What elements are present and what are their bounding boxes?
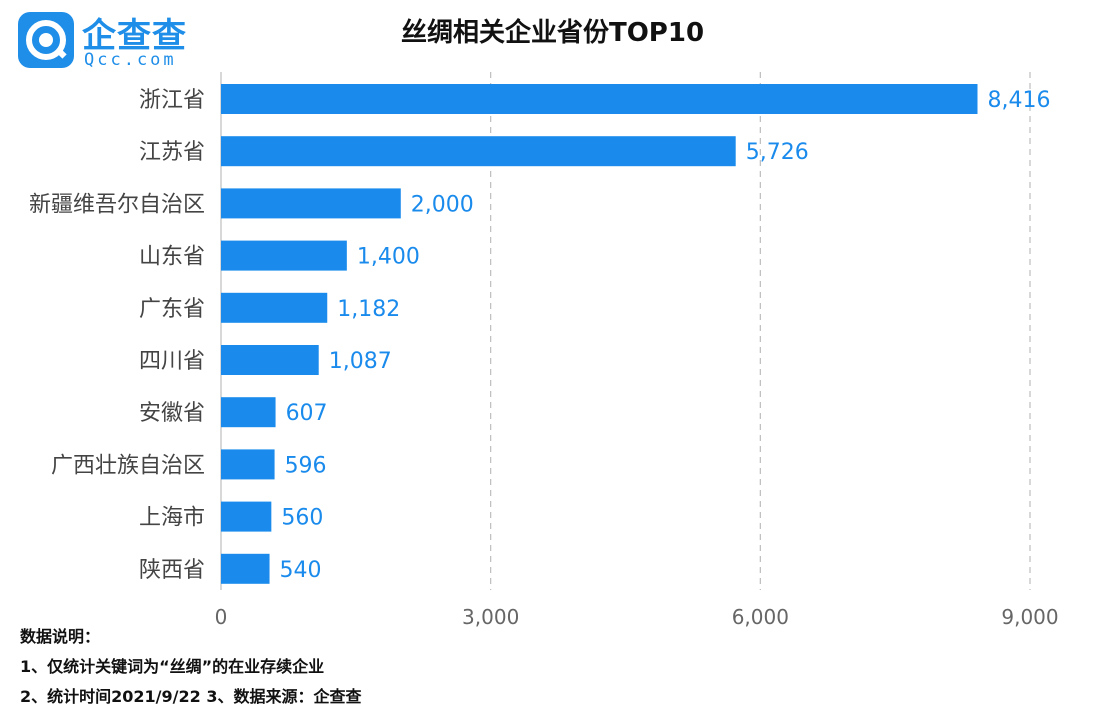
bar xyxy=(221,397,276,428)
value-label: 1,182 xyxy=(337,297,400,322)
value-label: 560 xyxy=(281,506,323,531)
notes-line-2: 2、统计时间2021/9/22 3、数据来源：企查查 xyxy=(20,687,362,706)
category-label: 广东省 xyxy=(139,297,205,322)
bar xyxy=(221,345,319,375)
bar xyxy=(221,188,401,219)
value-label: 607 xyxy=(286,401,328,426)
x-tick-label: 9,000 xyxy=(1001,605,1058,629)
value-label: 1,400 xyxy=(357,245,420,270)
x-tick-labels: 0 3,000 6,000 9,000 xyxy=(215,605,1059,629)
notes-heading: 数据说明： xyxy=(20,627,101,646)
bar xyxy=(221,553,270,584)
data-notes: 数据说明： 1、仅统计关键词为“丝绸”的在业存续企业 2、统计时间2021/9/… xyxy=(20,622,361,712)
x-tick-label: 6,000 xyxy=(732,605,789,629)
brand-domain: Qcc.com xyxy=(84,50,177,70)
bars xyxy=(221,84,978,584)
category-label: 新疆维吾尔自治区 xyxy=(29,192,205,217)
x-tick-label: 3,000 xyxy=(462,605,519,629)
value-label: 540 xyxy=(280,558,322,583)
category-label: 广西壮族自治区 xyxy=(51,453,205,478)
qcc-logo-icon xyxy=(18,12,74,68)
value-label: 2,000 xyxy=(411,192,474,217)
category-label: 浙江省 xyxy=(139,88,205,113)
bar xyxy=(221,240,347,271)
bar xyxy=(221,449,275,480)
chart-title: 丝绸相关企业省份TOP10 xyxy=(400,18,705,48)
value-label: 5,726 xyxy=(746,140,809,165)
category-label: 江苏省 xyxy=(139,140,205,165)
value-labels: 8,416 5,726 2,000 1,400 1,182 1,087 607 596 560 5… xyxy=(280,88,1051,583)
category-label: 上海市 xyxy=(139,506,205,531)
x-tick-label: 0 xyxy=(215,605,228,629)
category-label: 安徽省 xyxy=(139,401,205,426)
bar xyxy=(221,84,978,114)
value-label: 8,416 xyxy=(988,88,1051,113)
brand-name: 企查查 xyxy=(82,16,187,56)
category-label: 山东省 xyxy=(139,245,205,270)
bar xyxy=(221,136,736,167)
category-label: 四川省 xyxy=(139,349,205,374)
value-label: 1,087 xyxy=(329,349,392,374)
notes-line-1: 1、仅统计关键词为“丝绸”的在业存续企业 xyxy=(20,657,325,676)
bar xyxy=(221,292,328,323)
value-label: 596 xyxy=(285,453,327,478)
category-label: 陕西省 xyxy=(139,558,205,583)
brand-logo: 企查查 Qcc.com xyxy=(18,8,198,70)
bar xyxy=(221,501,272,532)
